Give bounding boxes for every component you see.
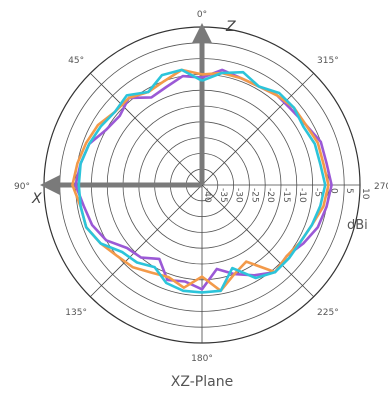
radial-tick-label: -20 <box>265 188 275 203</box>
angular-grid-spoke <box>201 72 315 186</box>
unit-label: dBi <box>347 218 368 233</box>
pattern-series-line-3 <box>77 68 327 294</box>
angular-grid-spoke <box>201 184 315 298</box>
radial-tick-label: -35 <box>218 188 228 203</box>
radial-tick-label: -10 <box>297 188 307 203</box>
angle-tick-label: 90° <box>14 182 30 192</box>
pattern-series-line-2 <box>71 68 330 293</box>
z-axis-arrowhead <box>192 23 212 43</box>
radial-tick-label: 5 <box>344 188 354 194</box>
x-axis-label: X <box>31 191 42 207</box>
angle-tick-label: 225° <box>317 308 339 318</box>
angle-tick-label: 180° <box>191 354 213 364</box>
radial-tick-label: -30 <box>234 188 244 203</box>
angle-tick-label: 45° <box>68 56 84 66</box>
radial-tick-label: -5 <box>313 188 323 197</box>
angular-grid-spoke <box>89 72 203 186</box>
radial-tick-label: 10 <box>360 188 370 200</box>
radial-tick-label: 0 <box>328 188 338 194</box>
radial-tick-label: -15 <box>281 188 291 203</box>
angle-tick-label: 315° <box>317 56 339 66</box>
radial-tick-label: -40 <box>202 188 212 203</box>
radial-tick-labels: -40 -35 -30 -25 -20 -15 -10 -5 0 5 10 <box>202 188 370 203</box>
z-axis-label: Z <box>225 19 236 35</box>
angle-tick-label: 0° <box>197 10 207 20</box>
angle-tick-label: 270 <box>374 182 388 192</box>
pattern-series <box>71 68 333 294</box>
angle-tick-label: 135° <box>65 308 87 318</box>
x-axis-arrowhead <box>40 175 60 195</box>
angle-tick-labels: 0° 45° 90° 135° 180° 225° 270 315° <box>14 10 388 364</box>
plane-label: XZ-Plane <box>171 374 233 390</box>
coordinate-axes: ZX <box>31 19 236 207</box>
angular-grid-spoke <box>89 184 203 298</box>
radial-tick-label: -25 <box>249 188 259 203</box>
